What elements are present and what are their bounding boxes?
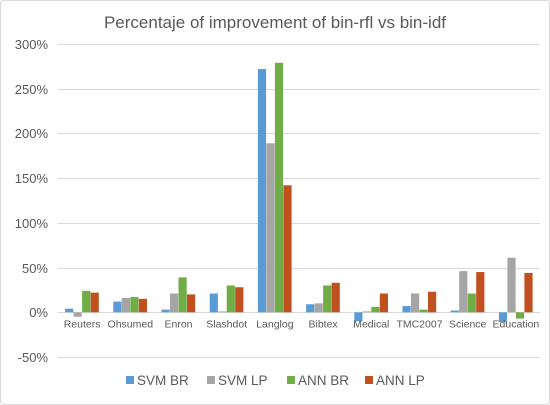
bar-ann-lp-medical <box>379 293 388 313</box>
bar-ann-lp-langlog <box>283 185 292 313</box>
category-label-medical: Medical <box>353 318 389 330</box>
bar-ann-br-slashdot <box>226 285 235 313</box>
bar-svm-lp-ohsumed <box>121 297 130 313</box>
bar-ann-br-enron <box>178 277 187 313</box>
bar-ann-br-langlog <box>274 62 284 313</box>
bar-ann-lp-enron <box>187 294 196 313</box>
legend: SVM BR SVM LP ANN BR ANN LP <box>126 373 425 388</box>
bar-svm-lp-education <box>507 257 516 313</box>
bar-ann-lp-ohsumed <box>138 298 147 313</box>
y-tick-label: 200% <box>15 126 49 141</box>
legend-label-ann-lp: ANN LP <box>376 373 425 388</box>
legend-swatch-svm-lp <box>207 376 215 384</box>
bar-svm-br-science <box>450 310 459 313</box>
gridlines <box>58 44 540 358</box>
bar-ann-br-science <box>467 293 476 313</box>
legend-item-ann-br: ANN BR <box>287 373 349 388</box>
y-tick-label: 0% <box>29 305 48 320</box>
category-label-tmc2007: TMC2007 <box>396 318 442 330</box>
category-label-ohsumed: Ohsumed <box>108 318 154 330</box>
bar-svm-lp-tmc2007 <box>411 293 420 313</box>
bar-ann-br-bibtex <box>323 285 332 313</box>
bar-svm-lp-langlog <box>266 143 275 313</box>
bar-ann-lp-education <box>524 272 533 313</box>
y-tick-label: 50% <box>22 261 48 276</box>
category-label-reuters: Reuters <box>64 318 101 330</box>
legend-label-svm-br: SVM BR <box>137 373 189 388</box>
legend-item-ann-lp: ANN LP <box>365 373 425 388</box>
category-label-science: Science <box>449 318 487 330</box>
x-axis-category-labels: Reuters Ohsumed Enron Slashdot Langlog Bibtex… <box>64 318 540 330</box>
category-label-bibtex: Bibtex <box>309 318 339 330</box>
bar-svm-br-reuters <box>65 308 74 313</box>
legend-item-svm-lp: SVM LP <box>207 373 268 388</box>
chart-title: Percentaje of improvement of bin-rfl vs … <box>104 13 446 32</box>
bar-svm-lp-reuters <box>73 312 82 317</box>
legend-swatch-ann-br <box>287 376 295 384</box>
legend-item-svm-br: SVM BR <box>126 373 189 388</box>
bar-svm-lp-enron <box>170 293 179 313</box>
bar-ann-br-tmc2007 <box>419 309 428 313</box>
y-axis-tick-labels: -50% 0% 50% 100% 150% 200% 250% 300% <box>15 37 49 365</box>
bar-ann-br-ohsumed <box>130 297 139 313</box>
bar-ann-lp-tmc2007 <box>428 291 437 313</box>
category-label-langlog: Langlog <box>256 318 294 330</box>
bar-svm-br-slashdot <box>209 293 218 313</box>
legend-swatch-ann-lp <box>365 376 373 384</box>
y-tick-label: 150% <box>15 171 49 186</box>
category-label-slashdot: Slashdot <box>206 318 247 330</box>
bar-ann-lp-slashdot <box>235 287 244 313</box>
bar-svm-br-education <box>498 312 508 323</box>
bar-svm-lp-science <box>459 271 468 313</box>
bar-ann-br-education <box>515 312 525 319</box>
bar-svm-br-enron <box>161 309 170 313</box>
legend-label-ann-br: ANN BR <box>298 373 349 388</box>
category-label-enron: Enron <box>164 318 192 330</box>
bar-ann-br-reuters <box>82 290 91 313</box>
y-tick-label: -50% <box>18 350 49 365</box>
y-tick-label: 100% <box>15 216 49 231</box>
y-tick-label: 250% <box>15 82 49 97</box>
bar-svm-br-ohsumed <box>113 301 122 313</box>
bar-svm-lp-medical <box>362 311 371 313</box>
bar-ann-lp-science <box>476 272 485 313</box>
bar-svm-lp-bibtex <box>314 303 323 313</box>
bar-series <box>65 62 533 323</box>
bar-svm-lp-slashdot <box>218 311 227 313</box>
bar-svm-br-langlog <box>257 69 267 313</box>
bar-ann-lp-reuters <box>90 292 99 313</box>
bar-svm-br-tmc2007 <box>402 306 411 313</box>
legend-swatch-svm-br <box>126 376 134 384</box>
bar-svm-br-bibtex <box>306 304 315 313</box>
y-tick-label: 300% <box>15 37 49 52</box>
bar-ann-br-medical <box>371 306 380 313</box>
legend-label-svm-lp: SVM LP <box>218 373 268 388</box>
bar-svm-br-medical <box>354 312 363 322</box>
category-label-education: Education <box>493 318 540 330</box>
bar-ann-lp-bibtex <box>331 282 340 313</box>
